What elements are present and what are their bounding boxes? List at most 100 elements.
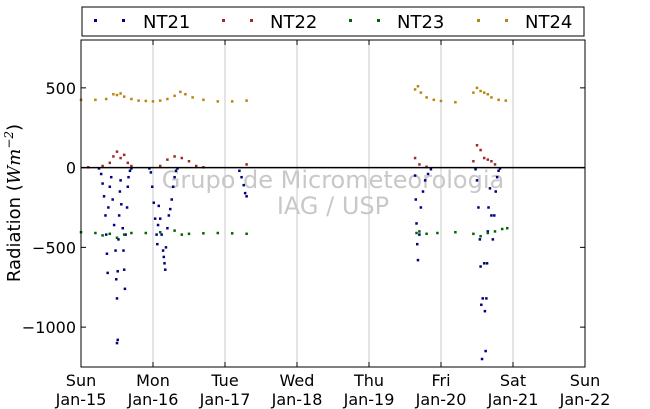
point-nt24-3 (112, 92, 115, 96)
point-nt23-8 (158, 230, 162, 234)
point-nt23-18 (425, 232, 428, 236)
legend-entry-nt24: NT24 (477, 12, 572, 33)
point-nt22-22 (479, 148, 482, 152)
point-nt22-24 (486, 158, 490, 161)
point-nt21-8 (107, 206, 110, 209)
point-nt22-12 (180, 156, 184, 160)
point-nt21-43 (158, 217, 162, 220)
point-nt23-12 (202, 232, 205, 235)
point-nt21-27 (125, 206, 129, 209)
legend-label-nt22: NT22 (270, 12, 317, 33)
point-nt22-23 (482, 156, 486, 160)
x-tick-date-6: Jan-21 (487, 390, 539, 409)
point-nt24-13 (173, 94, 176, 98)
x-tick-date-3: Jan-18 (271, 390, 323, 409)
watermark-line-2: IAG / USP (277, 192, 389, 220)
point-nt22-17 (413, 156, 417, 160)
point-nt22-10 (166, 158, 169, 161)
point-nt24-33 (490, 96, 493, 99)
point-nt21-94 (495, 175, 499, 179)
point-nt24-12 (166, 97, 169, 101)
point-nt21-7 (106, 271, 109, 275)
point-nt23-3 (108, 232, 112, 236)
point-nt23-17 (418, 230, 421, 233)
y-tick-label-1: −500 (32, 238, 76, 257)
y-axis: −1000 −500 0 500 (22, 79, 585, 337)
point-nt21-9 (108, 185, 112, 189)
grid-layer (152, 40, 514, 367)
point-nt23-14 (230, 232, 234, 235)
point-nt24-22 (416, 85, 420, 88)
legend-marker-nt21-a (94, 19, 97, 22)
point-nt21-34 (148, 167, 151, 170)
point-nt21-55 (173, 175, 176, 179)
point-nt21-13 (114, 249, 117, 252)
x-tick-date-2: Jan-17 (199, 390, 251, 409)
point-nt21-53 (170, 198, 173, 201)
point-nt23-13 (216, 231, 220, 235)
point-nt23-1 (94, 231, 97, 235)
plot-frame (80, 39, 586, 368)
y-axis-label-exponent: −2 (2, 131, 16, 149)
point-nt21-31 (130, 167, 133, 170)
x-tick-day-3: Wed (280, 371, 315, 390)
point-nt21-23 (122, 249, 125, 252)
point-nt21-17 (117, 238, 120, 241)
point-nt21-58 (238, 169, 241, 173)
point-nt24-2 (104, 97, 108, 101)
point-nt22-25 (490, 159, 493, 163)
point-nt23-6 (130, 231, 133, 235)
legend-box (81, 6, 585, 37)
point-nt21-33 (116, 338, 119, 342)
point-nt23-15 (245, 232, 248, 236)
point-nt21-47 (163, 262, 166, 265)
point-nt21-0 (97, 167, 101, 170)
point-nt21-26 (124, 233, 127, 236)
series-nt22 (86, 144, 497, 169)
point-nt22-7 (126, 161, 130, 165)
point-nt21-46 (162, 255, 166, 259)
point-nt21-38 (153, 217, 157, 220)
point-nt21-76 (477, 206, 480, 209)
point-nt23-11 (187, 232, 191, 236)
point-nt21-35 (149, 171, 153, 174)
point-nt21-83 (483, 309, 487, 313)
point-nt22-16 (245, 163, 248, 166)
point-nt24-31 (482, 91, 486, 94)
legend-marker-nt22-a (222, 19, 225, 22)
x-tick-day-7: Sun (570, 371, 600, 390)
point-nt22-21 (475, 144, 479, 147)
legend-entry-nt21: NT21 (94, 12, 190, 33)
point-nt22-5 (119, 156, 122, 160)
point-nt22-26 (493, 163, 497, 166)
point-nt22-19 (425, 165, 428, 169)
point-nt21-54 (171, 185, 175, 189)
point-nt21-25 (123, 287, 127, 291)
y-axis-label: Radiation (Wm−2) (2, 124, 25, 282)
point-nt21-78 (479, 265, 482, 268)
point-nt24-11 (158, 99, 162, 102)
y-tick-label-2: 0 (66, 159, 76, 178)
point-nt21-24 (122, 268, 126, 271)
point-nt21-69 (419, 206, 423, 209)
point-nt21-63 (413, 174, 417, 177)
x-tick-day-5: Fri (431, 371, 450, 390)
point-nt24-16 (191, 96, 194, 99)
point-nt21-14 (115, 278, 118, 281)
point-nt21-2 (101, 182, 104, 185)
point-nt21-90 (490, 214, 493, 217)
point-nt21-6 (105, 252, 109, 255)
x-tick-date-0: Jan-15 (55, 390, 107, 409)
point-nt24-18 (216, 100, 220, 103)
point-nt21-45 (161, 249, 165, 252)
point-nt21-48 (163, 268, 167, 271)
series-nt21 (97, 167, 502, 361)
point-nt21-81 (481, 297, 485, 300)
point-nt24-4 (115, 93, 119, 97)
point-nt23-21 (472, 232, 475, 236)
x-tick-date-1: Jan-16 (127, 390, 179, 409)
point-nt21-84 (484, 349, 487, 353)
point-nt21-62 (245, 195, 248, 198)
point-nt24-20 (245, 99, 248, 102)
point-nt21-32 (115, 341, 119, 345)
